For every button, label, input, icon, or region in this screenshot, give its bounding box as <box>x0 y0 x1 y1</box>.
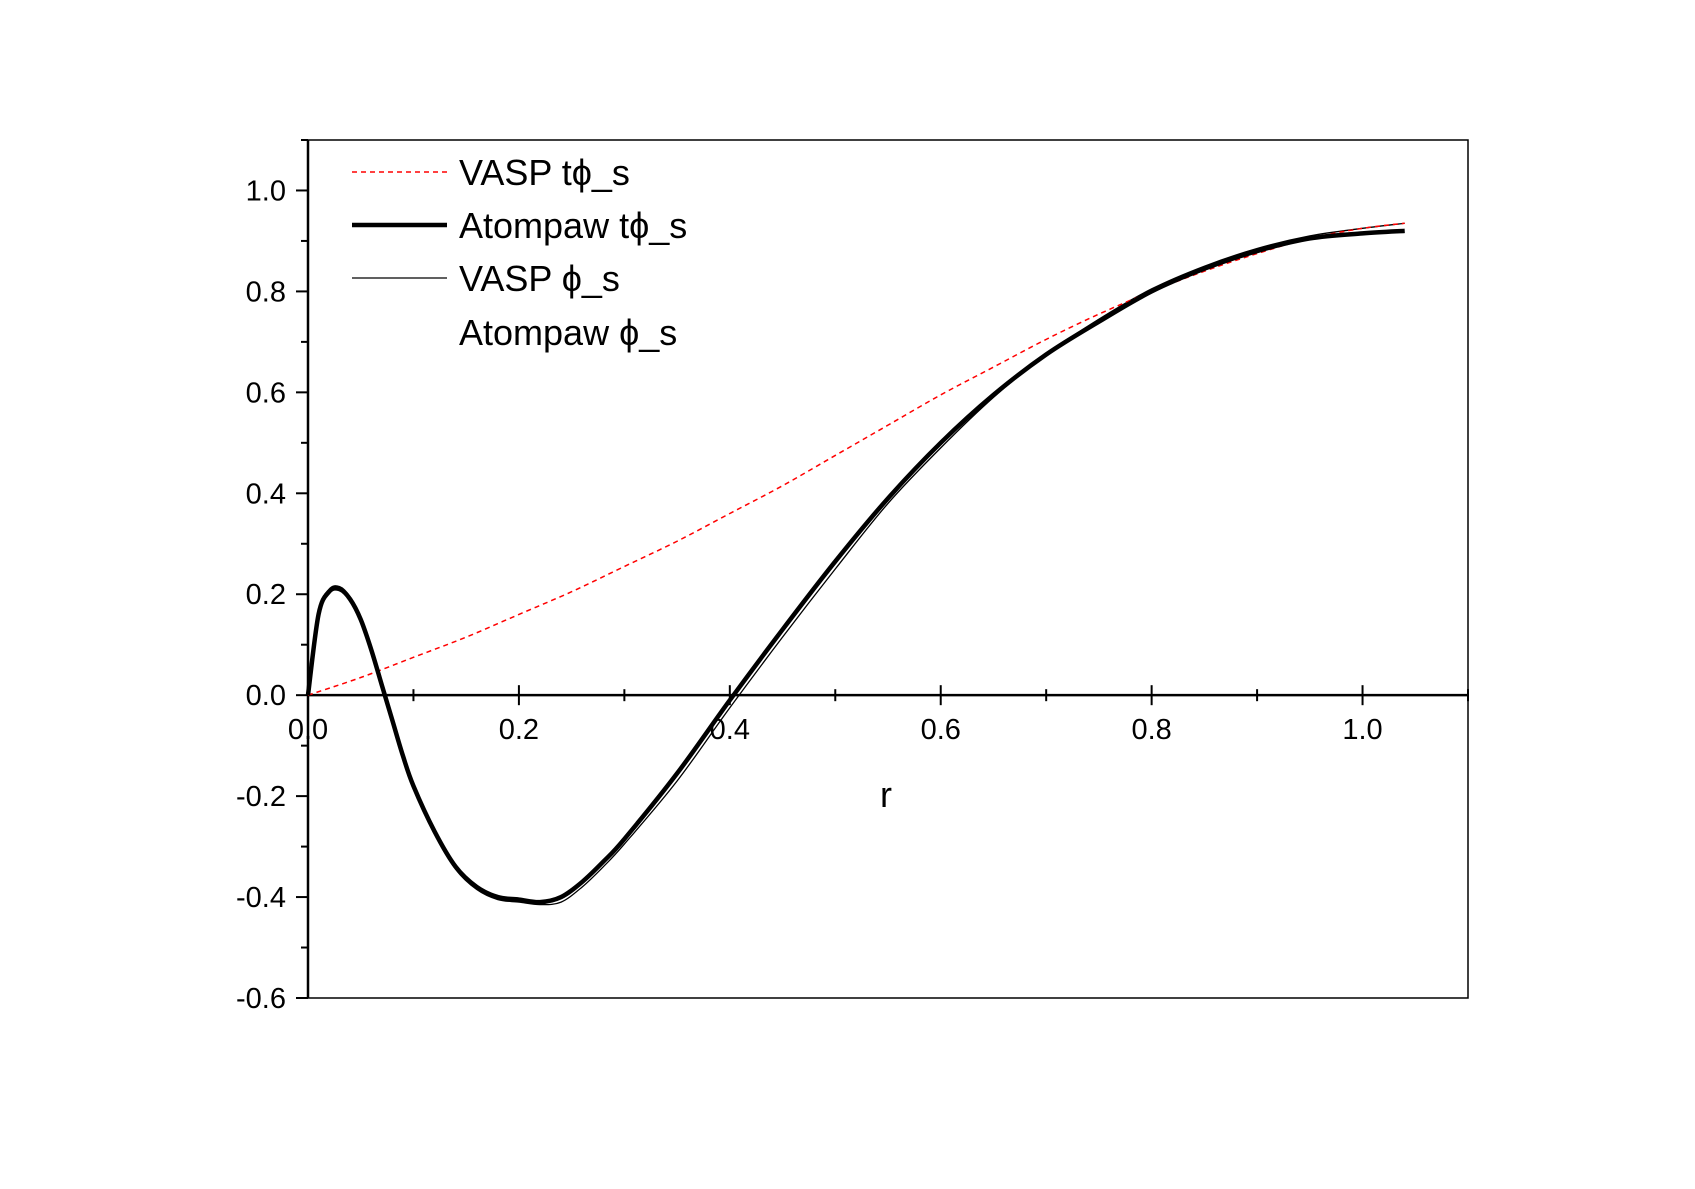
y-tick-label: 1.0 <box>246 175 286 207</box>
x-tick-label: 0.8 <box>1131 714 1171 746</box>
y-tick-label: -0.4 <box>236 882 286 914</box>
x-axis-ticks: 0.0 0.2 0.4 0.6 0.8 1.0 <box>288 685 1469 746</box>
x-tick-label: 0.6 <box>921 714 961 746</box>
x-tick-label: 0.2 <box>499 714 539 746</box>
y-tick-label: 0.4 <box>246 478 286 510</box>
series-line-0 <box>307 222 1405 696</box>
legend-label: VASP tϕ_s <box>459 152 630 193</box>
series-line-1 <box>305 228 1405 905</box>
legend: VASP tϕ_s Atompaw tϕ_s VASP ϕ_s Atompaw ϕ_s <box>352 152 687 353</box>
y-tick-label: 0.6 <box>246 377 286 409</box>
legend-label: Atompaw tϕ_s <box>459 205 687 246</box>
y-tick-label: 0.0 <box>246 680 286 712</box>
x-tick-label: 1.0 <box>1342 714 1382 746</box>
y-tick-label: -0.2 <box>236 781 286 813</box>
y-tick-label: 0.8 <box>246 276 286 308</box>
y-axis-ticks: -0.6 -0.4 -0.2 0.0 0.2 0.4 0.6 0.8 1.0 <box>236 139 308 1015</box>
y-tick-label: 0.2 <box>246 579 286 611</box>
x-axis-label: r <box>880 774 892 815</box>
legend-label: VASP ϕ_s <box>459 258 620 299</box>
y-tick-label: -0.6 <box>236 983 286 1015</box>
legend-label: Atompaw ϕ_s <box>459 312 677 353</box>
series-layer <box>305 222 1405 906</box>
